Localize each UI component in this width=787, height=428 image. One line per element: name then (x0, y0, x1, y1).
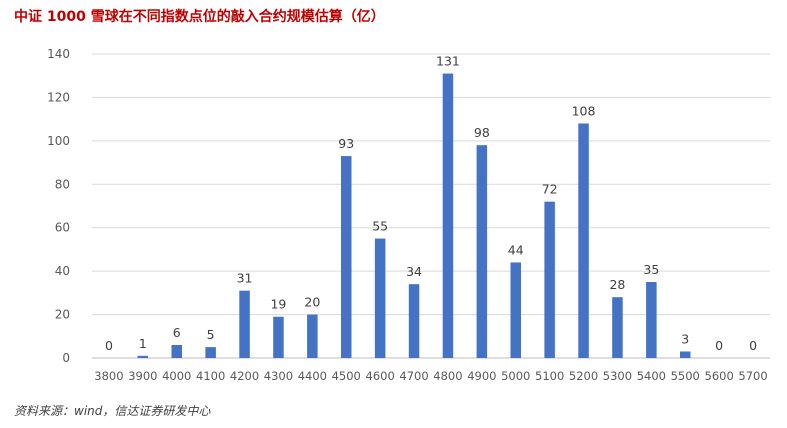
bar-4400 (307, 314, 318, 358)
x-tick-label: 4200 (230, 369, 259, 383)
bar-4100 (205, 347, 216, 358)
x-tick-label: 5600 (705, 369, 734, 383)
data-label-5500: 3 (681, 331, 689, 346)
data-label-3900: 1 (139, 336, 147, 351)
x-tick-label: 4600 (366, 369, 395, 383)
x-tick-label: 3900 (128, 369, 157, 383)
bar-4200 (239, 290, 250, 358)
data-label-5300: 28 (609, 277, 625, 292)
y-tick-label: 80 (55, 177, 70, 191)
bar-4300 (273, 316, 284, 358)
gridlines (92, 53, 770, 359)
data-label-5400: 35 (643, 262, 659, 277)
data-label-4200: 31 (237, 271, 253, 286)
x-tick-label: 3800 (94, 369, 123, 383)
x-tick-label: 5000 (501, 369, 530, 383)
bar-4900 (476, 145, 488, 358)
y-tick-label: 0 (62, 351, 70, 365)
x-tick-label: 5500 (671, 369, 700, 383)
x-tick-label: 5400 (637, 369, 666, 383)
data-label-4900: 98 (474, 125, 490, 140)
data-labels: 0 1 6 5 31 19 20 93 55 34 131 98 44 72 108 28 35 3 0 0 (105, 54, 757, 353)
data-label-5200: 108 (572, 103, 596, 118)
bar-5300 (612, 297, 623, 358)
data-label-4000: 6 (173, 325, 181, 340)
x-tick-label: 5700 (738, 369, 767, 383)
x-tick-label: 4500 (332, 369, 361, 383)
x-tick-label: 4800 (433, 369, 462, 383)
y-tick-label: 140 (47, 47, 70, 61)
data-label-4300: 19 (270, 297, 286, 312)
bar-4500 (341, 156, 352, 358)
data-label-5600: 0 (715, 338, 723, 353)
chart-title: 中证 1000 雪球在不同指数点位的敲入合约规模估算（亿） (14, 9, 385, 25)
y-tick-label: 120 (47, 90, 70, 104)
y-tick-label: 40 (55, 264, 70, 278)
data-label-5700: 0 (749, 338, 757, 353)
bars (137, 73, 691, 359)
x-tick-label: 4700 (399, 369, 428, 383)
bar-3900 (137, 355, 149, 358)
data-label-5100: 72 (542, 182, 558, 197)
x-tick-label: 4400 (298, 369, 327, 383)
y-tick-label: 20 (55, 308, 70, 322)
bar-4700 (408, 284, 420, 358)
x-tick-label: 4000 (162, 369, 191, 383)
data-label-4500: 93 (338, 136, 354, 151)
bar-5100 (544, 201, 555, 358)
data-label-3800: 0 (105, 338, 113, 353)
x-tick-label: 5200 (569, 369, 598, 383)
source-note: 资料来源：wind，信达证券研发中心 (14, 404, 211, 418)
x-tick-label: 4100 (196, 369, 225, 383)
bar-4000 (171, 344, 182, 358)
data-label-4600: 55 (372, 219, 388, 234)
data-label-4400: 20 (304, 295, 320, 310)
x-tick-label: 5100 (535, 369, 564, 383)
bar-5500 (680, 351, 691, 358)
data-label-4800: 131 (436, 54, 460, 69)
x-axis-ticks: 3800 3900 4000 4100 4200 4300 4400 4500 4600 4700… (94, 369, 767, 383)
data-label-4700: 34 (406, 264, 422, 279)
x-tick-label: 4900 (467, 369, 496, 383)
data-label-5000: 44 (508, 242, 524, 257)
bar-5000 (510, 262, 521, 358)
bar-5200 (578, 123, 589, 358)
bar-5400 (646, 282, 657, 358)
y-tick-label: 60 (55, 221, 70, 235)
data-label-4100: 5 (207, 327, 215, 342)
y-axis-ticks: 0 20 40 60 80 100 120 140 (47, 47, 70, 365)
x-tick-label: 5300 (603, 369, 632, 383)
bar-4800 (442, 73, 454, 359)
bar-4600 (374, 238, 386, 358)
x-tick-label: 4300 (264, 369, 293, 383)
y-tick-label: 100 (47, 134, 70, 148)
